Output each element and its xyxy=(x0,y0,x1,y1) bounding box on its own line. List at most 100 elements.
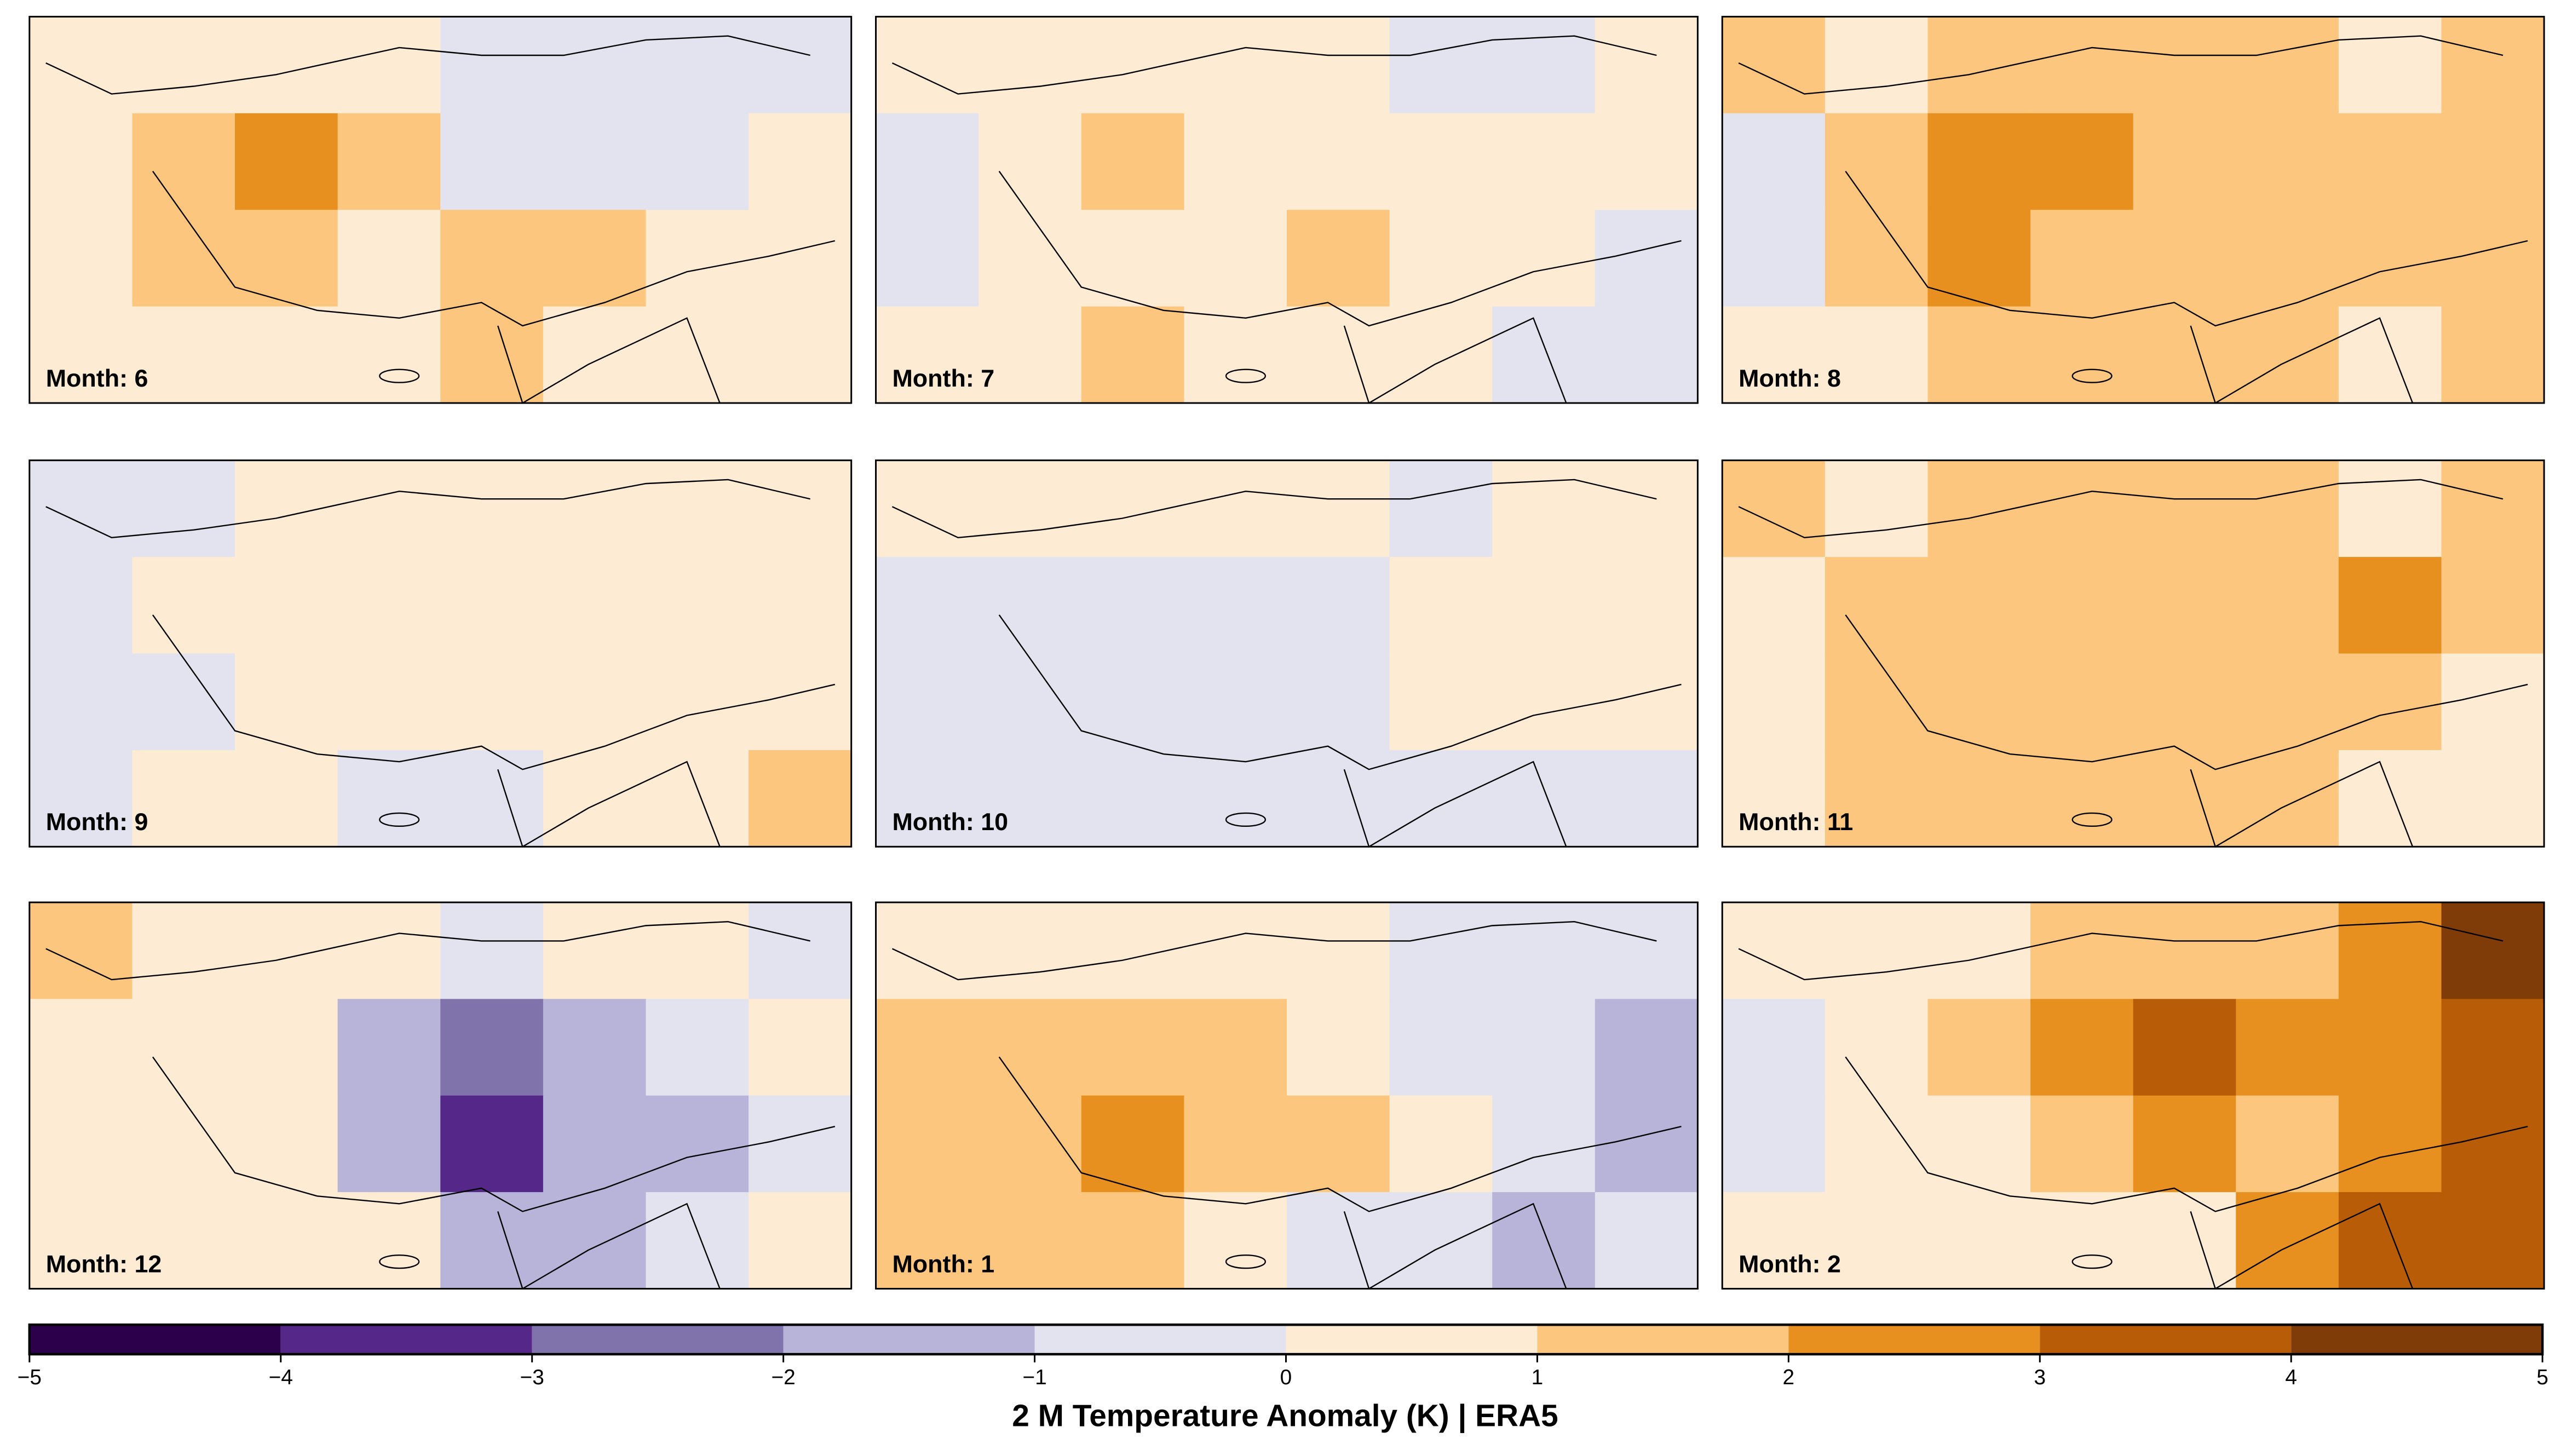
grid-cell xyxy=(440,210,544,307)
grid-cell xyxy=(1184,460,1287,557)
grid-cell xyxy=(543,16,647,114)
coastline xyxy=(45,479,810,539)
grid-cell xyxy=(132,750,235,848)
grid-cell xyxy=(1389,653,1493,751)
grid-cell xyxy=(1927,902,2031,1000)
panel-frame xyxy=(875,15,1699,404)
grid-cell xyxy=(235,1192,338,1290)
grid-cell xyxy=(876,750,980,848)
coastline xyxy=(1343,317,1567,404)
grid-cell xyxy=(1927,210,2031,307)
grid-cell xyxy=(979,999,1082,1096)
grid-cell xyxy=(2030,1192,2134,1290)
grid-cell xyxy=(2030,902,2134,1000)
colorbar-segment xyxy=(1286,1325,1538,1355)
grid-cell xyxy=(543,1192,647,1290)
grid-cell xyxy=(749,306,852,404)
grid-cell xyxy=(29,902,133,1000)
grid-cell xyxy=(543,306,647,404)
panel-label: Month: 10 xyxy=(892,808,1008,836)
grid-cell xyxy=(2133,460,2237,557)
grid-cell xyxy=(1184,113,1287,211)
grid-cell xyxy=(1286,16,1390,114)
grid-cell xyxy=(132,902,235,1000)
grid-cell xyxy=(132,113,235,211)
grid-cell xyxy=(1824,210,1929,307)
coastline xyxy=(1845,170,2528,327)
grid-cell xyxy=(1081,1095,1185,1193)
coastline xyxy=(45,920,810,981)
grid-cell xyxy=(876,999,980,1096)
island xyxy=(1225,1254,1267,1269)
grid-cell xyxy=(1389,16,1493,114)
tick-label: 1 xyxy=(1532,1366,1544,1389)
grid-cell xyxy=(1595,750,1699,848)
coastline xyxy=(1845,614,2528,770)
grid-cell xyxy=(646,557,749,654)
tick-label: −4 xyxy=(269,1366,293,1389)
grid-cell xyxy=(2236,902,2339,1000)
grid-cell xyxy=(29,653,133,751)
grid-cell xyxy=(337,460,441,557)
grid-cell xyxy=(1595,1095,1699,1193)
grid-cell xyxy=(1722,306,1826,404)
tick-label: 4 xyxy=(2285,1366,2297,1389)
grid-cell xyxy=(2133,653,2237,751)
grid-cell xyxy=(1492,999,1596,1096)
grid-cell xyxy=(1722,1192,1826,1290)
grid-cell xyxy=(1184,1192,1287,1290)
grid-cell xyxy=(2441,1192,2545,1290)
grid-cell xyxy=(1286,557,1390,654)
grid-cell xyxy=(1492,306,1596,404)
grid-cell xyxy=(132,1095,235,1193)
grid-cell xyxy=(2236,460,2339,557)
grid-cell xyxy=(29,210,133,307)
grid-cell xyxy=(1081,210,1185,307)
grid-cell xyxy=(979,750,1082,848)
tick-label: 5 xyxy=(2536,1366,2548,1389)
grid-cell xyxy=(2338,460,2442,557)
grid-cell xyxy=(1595,1192,1699,1290)
coastline xyxy=(2190,1202,2414,1290)
grid-cell xyxy=(1286,999,1390,1096)
grid-cell xyxy=(2236,750,2339,848)
grid-cell xyxy=(1492,210,1596,307)
colorbar-segment xyxy=(280,1325,532,1355)
grid-cell xyxy=(2441,1095,2545,1193)
grid-cell xyxy=(2338,210,2442,307)
grid-cell xyxy=(1286,902,1390,1000)
panel-frame xyxy=(875,901,1699,1290)
grid-cell xyxy=(1824,460,1929,557)
grid-cell xyxy=(1184,306,1287,404)
grid-cell xyxy=(440,1192,544,1290)
map-panel: Month: 6 xyxy=(28,15,853,404)
coastline xyxy=(891,35,1657,95)
tick-label: −5 xyxy=(18,1366,42,1389)
grid-cell xyxy=(2441,113,2545,211)
grid-cell xyxy=(1081,653,1185,751)
grid-cell xyxy=(235,999,338,1096)
coastline xyxy=(1343,1202,1567,1290)
grid-cell xyxy=(235,306,338,404)
map-panel: Month: 8 xyxy=(1721,15,2545,404)
grid-cell xyxy=(646,1095,749,1193)
grid-cell xyxy=(1824,750,1929,848)
grid-cell xyxy=(876,16,980,114)
grid-cell xyxy=(1286,210,1390,307)
grid-cell xyxy=(1595,16,1699,114)
grid-cell xyxy=(1389,902,1493,1000)
grid-cell xyxy=(876,306,980,404)
grid-cell xyxy=(2030,113,2134,211)
panel-label: Month: 2 xyxy=(1739,1250,1841,1277)
colorbar-segment xyxy=(2291,1325,2543,1355)
grid-cell xyxy=(646,16,749,114)
grid-cell xyxy=(1389,210,1493,307)
grid-cell xyxy=(1286,1192,1390,1290)
panel-label: Month: 9 xyxy=(46,808,148,836)
panel-label: Month: 12 xyxy=(46,1250,162,1277)
grid-cell xyxy=(1824,999,1929,1096)
grid-cell xyxy=(132,306,235,404)
grid-cell xyxy=(29,460,133,557)
grid-cell xyxy=(2236,16,2339,114)
grid-cell xyxy=(2133,999,2237,1096)
